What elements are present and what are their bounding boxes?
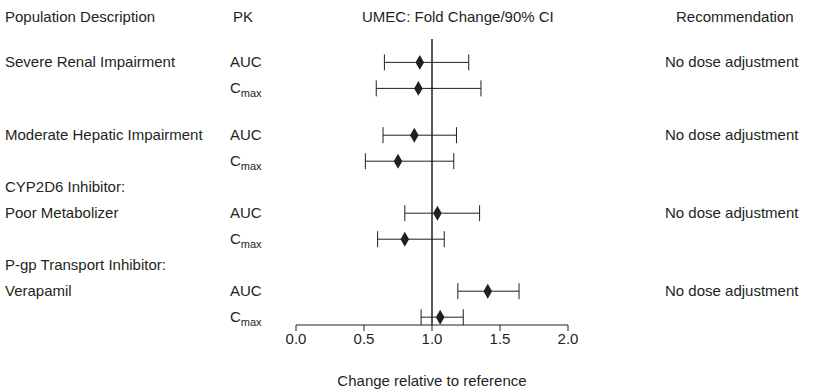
html-text:AUC: AUC bbox=[230, 282, 262, 300]
svg-text:2.0: 2.0 bbox=[558, 330, 579, 347]
html-text:Cmax: Cmax bbox=[230, 308, 262, 329]
html-text:P-gp Transport Inhibitor:: P-gp Transport Inhibitor: bbox=[5, 256, 166, 274]
html-text:Moderate Hepatic Impairment: Moderate Hepatic Impairment bbox=[5, 126, 203, 144]
svg-text:1.0: 1.0 bbox=[422, 330, 443, 347]
html-text:Population Description: Population Description bbox=[5, 8, 156, 25]
html-text:CYP2D6 Inhibitor:: CYP2D6 Inhibitor: bbox=[5, 178, 126, 196]
svg-text:0.0: 0.0 bbox=[286, 330, 307, 347]
html-text:AUC: AUC bbox=[230, 126, 262, 144]
html-text:No dose adjustment: No dose adjustment bbox=[665, 204, 799, 222]
svg-text:0.5: 0.5 bbox=[354, 330, 375, 347]
html-text:UMEC: Fold Change/90% CI: UMEC: Fold Change/90% CI bbox=[362, 8, 554, 25]
svg-text:Change relative to reference: Change relative to reference bbox=[337, 372, 526, 389]
html-text:AUC: AUC bbox=[230, 53, 262, 71]
html-text:AUC: AUC bbox=[230, 204, 262, 222]
html-text:Cmax: Cmax bbox=[230, 79, 262, 100]
html-text:Cmax: Cmax bbox=[230, 230, 262, 251]
html-text:PK: PK bbox=[233, 8, 253, 25]
html-text:No dose adjustment: No dose adjustment bbox=[665, 282, 799, 300]
svg-text:1.5: 1.5 bbox=[490, 330, 511, 347]
html-text:Severe Renal Impairment: Severe Renal Impairment bbox=[5, 53, 176, 71]
html-text:Recommendation: Recommendation bbox=[676, 8, 794, 25]
html-text:Verapamil: Verapamil bbox=[5, 282, 72, 300]
html-text:No dose adjustment: No dose adjustment bbox=[665, 53, 799, 71]
html-text:Cmax: Cmax bbox=[230, 152, 262, 173]
html-text:Poor Metabolizer: Poor Metabolizer bbox=[5, 204, 119, 222]
html-text:No dose adjustment: No dose adjustment bbox=[665, 126, 799, 144]
